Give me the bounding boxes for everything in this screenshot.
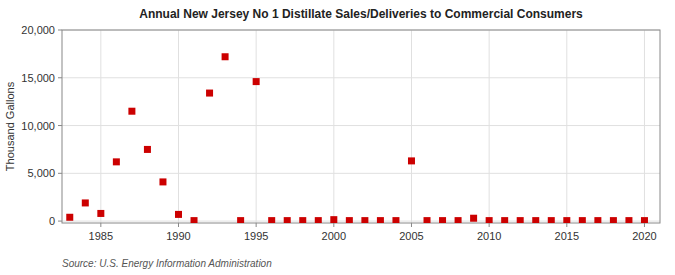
point bbox=[330, 216, 337, 223]
x-tick-label: 2020 bbox=[632, 230, 656, 242]
y-tick-label: 0 bbox=[49, 215, 55, 227]
point bbox=[486, 217, 493, 223]
y-axis-label: Thousand Gallons bbox=[4, 81, 16, 171]
point bbox=[268, 217, 275, 223]
point bbox=[625, 217, 632, 223]
point bbox=[299, 217, 306, 223]
point bbox=[517, 217, 524, 223]
y-tick-label: 20,000 bbox=[21, 24, 55, 36]
point bbox=[579, 217, 586, 223]
point bbox=[532, 217, 539, 223]
point bbox=[594, 217, 601, 223]
x-tick-label: 2015 bbox=[555, 230, 579, 242]
point bbox=[159, 178, 166, 185]
x-tick-label: 2010 bbox=[477, 230, 501, 242]
point bbox=[424, 217, 431, 223]
point bbox=[610, 217, 617, 223]
plot-frame bbox=[62, 30, 660, 223]
data-points bbox=[66, 53, 648, 223]
x-tick bbox=[333, 223, 334, 227]
point bbox=[97, 210, 104, 217]
x-tick bbox=[489, 223, 490, 227]
x-grid-line bbox=[489, 30, 490, 223]
point bbox=[455, 217, 462, 223]
grid bbox=[62, 30, 660, 223]
point bbox=[392, 217, 399, 223]
y-tick-label: 10,000 bbox=[21, 120, 55, 132]
x-tick-label: 1995 bbox=[244, 230, 268, 242]
x-grid-line bbox=[411, 30, 412, 223]
point bbox=[222, 53, 229, 60]
point bbox=[144, 146, 151, 153]
point bbox=[66, 214, 73, 221]
point bbox=[408, 157, 415, 164]
x-grid-line bbox=[566, 30, 567, 223]
point bbox=[439, 217, 446, 223]
x-tick-label: 2000 bbox=[322, 230, 346, 242]
title: Annual New Jersey No 1 Distillate Sales/… bbox=[139, 7, 583, 21]
x-tick-label: 2005 bbox=[399, 230, 423, 242]
point bbox=[377, 217, 384, 223]
x-tick bbox=[566, 223, 567, 227]
y-tick bbox=[58, 221, 62, 222]
point bbox=[346, 217, 353, 223]
point bbox=[237, 217, 244, 223]
axes: 0 5,000 10,000 15,000 20,000 1985 1990 1995 2000… bbox=[21, 24, 656, 242]
point bbox=[641, 217, 648, 223]
y-tick bbox=[58, 173, 62, 174]
x-grid-line bbox=[178, 30, 179, 223]
x-grid-line bbox=[644, 30, 645, 223]
x-tick bbox=[644, 223, 645, 227]
y-tick-label: 5,000 bbox=[27, 167, 55, 179]
plot-area bbox=[62, 30, 660, 223]
point bbox=[501, 217, 508, 223]
point bbox=[563, 217, 570, 223]
y-tick-label: 15,000 bbox=[21, 72, 55, 84]
source-note: Source: U.S. Energy Information Administ… bbox=[62, 258, 272, 269]
point bbox=[82, 199, 89, 206]
y-grid-line bbox=[62, 77, 660, 78]
point bbox=[206, 90, 213, 97]
x-tick bbox=[100, 223, 101, 227]
y-tick bbox=[58, 77, 62, 78]
point bbox=[253, 78, 260, 85]
x-tick bbox=[411, 223, 412, 227]
point bbox=[113, 158, 120, 165]
point bbox=[128, 108, 135, 115]
x-tick-label: 1985 bbox=[89, 230, 113, 242]
x-grid-line bbox=[100, 30, 101, 223]
x-grid-line bbox=[333, 30, 334, 223]
point bbox=[470, 215, 477, 222]
x-tick-label: 1990 bbox=[166, 230, 190, 242]
y-tick bbox=[58, 125, 62, 126]
y-grid-line bbox=[62, 173, 660, 174]
point bbox=[548, 217, 555, 223]
point bbox=[175, 211, 182, 218]
point bbox=[284, 217, 291, 223]
y-grid-line bbox=[62, 125, 660, 126]
chart-svg: 0 5,000 10,000 15,000 20,000 1985 1990 1995 2000… bbox=[0, 0, 675, 275]
point bbox=[361, 217, 368, 223]
point bbox=[191, 217, 198, 223]
chart-container: 0 5,000 10,000 15,000 20,000 1985 1990 1995 2000… bbox=[0, 0, 675, 275]
x-tick bbox=[256, 223, 257, 227]
x-grid-line bbox=[256, 30, 257, 223]
x-tick bbox=[178, 223, 179, 227]
y-tick bbox=[58, 30, 62, 31]
point bbox=[315, 217, 322, 223]
